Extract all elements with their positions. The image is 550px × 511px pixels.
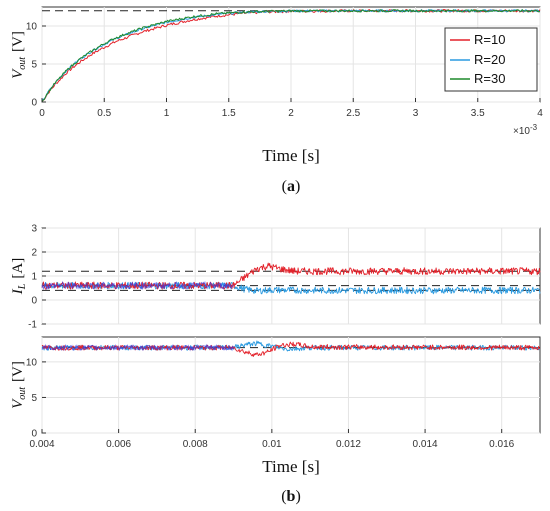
legend-a: R=10 R=20 R=30	[444, 27, 538, 92]
x-tick-label: 0.01	[262, 439, 282, 450]
panel-b-voltage: 0.004 0.006 0.008 0.01 0.012 0.014 0.016 0510 …	[10, 336, 541, 505]
y-tick-label: 0	[31, 296, 37, 307]
x-tick-label: 0.008	[183, 439, 208, 450]
y-tick-label: 5	[31, 393, 37, 404]
series-line-overlay	[41, 280, 234, 291]
x-tick-label: 0	[39, 108, 45, 119]
x-multiplier-a: ×10-3	[513, 123, 538, 137]
x-tick-label: 2.5	[346, 108, 360, 119]
x-tick-label: 0.5	[97, 108, 111, 119]
y-tick-label: 0	[31, 429, 37, 440]
x-tick-label: 2	[288, 108, 294, 119]
y-tick-label: 10	[26, 22, 38, 33]
caption-b: (b)	[281, 488, 301, 505]
legend-label-r10: R=10	[474, 32, 505, 47]
x-tick-label: 3.5	[471, 108, 485, 119]
y-axis-label-a: Vout[V]	[10, 31, 28, 79]
legend-label-r20: R=20	[474, 52, 505, 67]
y-tick-label: 0	[31, 98, 37, 109]
y-tick-label: -1	[28, 320, 37, 331]
x-tick-label: 0.004	[29, 439, 54, 450]
panel-a: 0 0.5 1 1.5 2 2.5 3 3.5 4 0 5 10 ×10-3 Time [s] Vo…	[10, 6, 543, 195]
x-tick-label: 1	[164, 108, 170, 119]
y-tick-label: 5	[31, 60, 37, 71]
series-line-overlay	[41, 343, 234, 352]
y-tick-label: 3	[31, 224, 37, 235]
y-tick-label: 2	[31, 248, 37, 259]
x-axis-label-a: Time [s]	[262, 146, 319, 165]
x-tick-label: 1.5	[222, 108, 236, 119]
x-tick-label: 0.012	[336, 439, 361, 450]
panel-b-current: -1 0 1 2 3 IL[A]	[10, 224, 541, 331]
caption-a: (a)	[282, 178, 301, 195]
y-axis-label-b1: IL[A]	[10, 258, 28, 295]
y-axis-label-b2: Vout[V]	[10, 361, 28, 409]
x-tick-label: 4	[537, 108, 543, 119]
x-tick-label: 0.016	[489, 439, 514, 450]
y-tick-label: 10	[26, 357, 38, 368]
y-tick-label: 1	[31, 272, 37, 283]
series-line-r10-trace	[41, 262, 541, 290]
x-tick-label: 0.014	[413, 439, 438, 450]
legend-label-r30: R=30	[474, 71, 505, 86]
x-tick-label: 3	[413, 108, 419, 119]
x-tick-label: 0.006	[106, 439, 131, 450]
series-line-r30	[41, 9, 541, 103]
plot-b2-frame	[41, 336, 541, 434]
x-axis-label-b: Time [s]	[262, 457, 319, 476]
